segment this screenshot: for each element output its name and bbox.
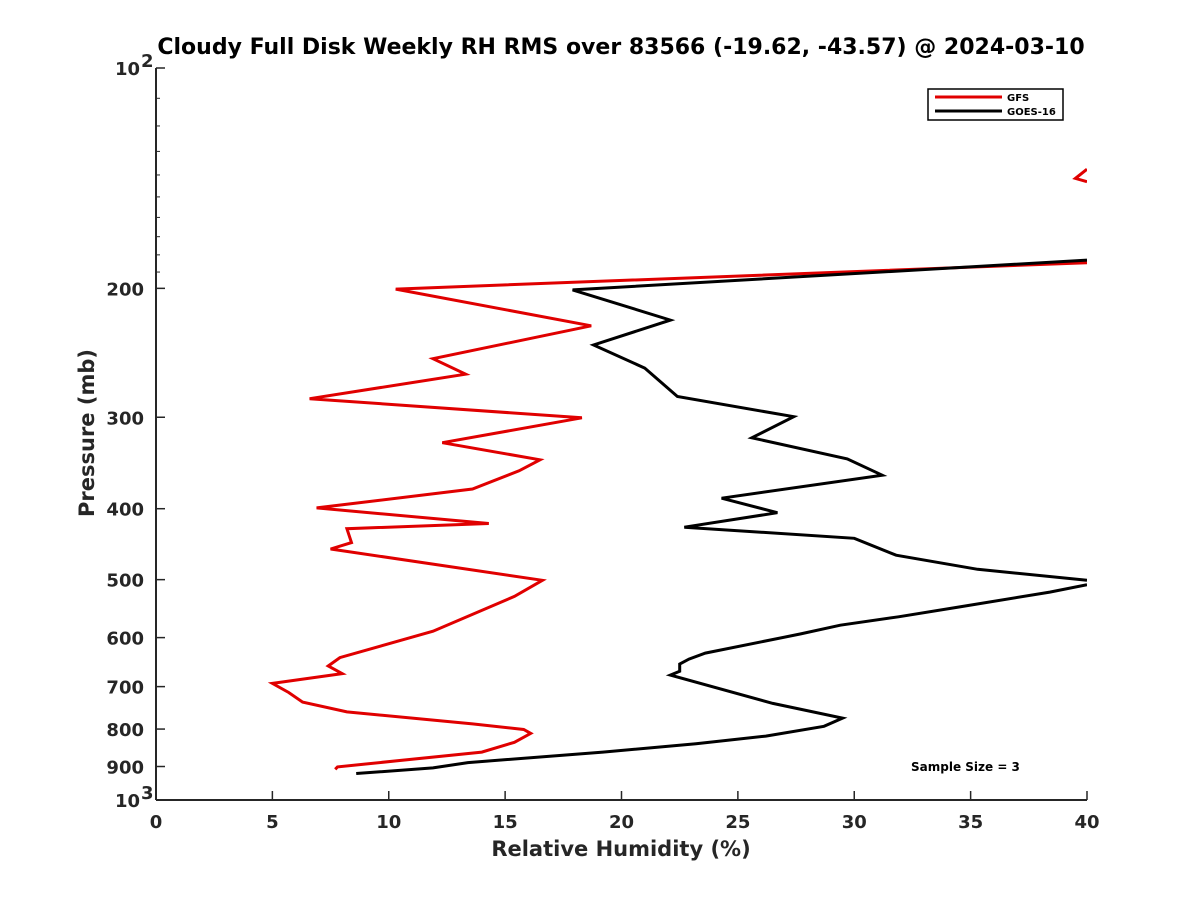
x-tick-label: 35 (958, 812, 983, 833)
sample-size-annotation: Sample Size = 3 (911, 760, 1020, 774)
x-axis-label: Relative Humidity (%) (491, 837, 750, 861)
y-tick-exponent: 3 (141, 783, 154, 804)
legend-box (927, 88, 1064, 121)
x-tick-label: 10 (376, 812, 401, 833)
y-tick-label: 10 (115, 59, 140, 80)
x-tick-label: 40 (1074, 812, 1099, 833)
series-line-gfs-2 (267, 261, 1087, 771)
x-tick-label: 30 (842, 812, 867, 833)
legend-label-goes-16: GOES-16 (1007, 107, 1056, 118)
legend-label-gfs: GFS (1007, 93, 1029, 104)
y-tick-label: 400 (106, 500, 144, 521)
y-tick-label: 800 (106, 720, 144, 741)
series-line-goes-16-2 (356, 583, 1087, 775)
y-tick-label: 300 (106, 408, 144, 429)
y-tick-label: 900 (106, 758, 144, 779)
x-tick-label: 15 (493, 812, 518, 833)
y-tick-label: 700 (106, 678, 144, 699)
series-line-goes-16-1 (572, 258, 1087, 582)
x-tick-label: 5 (266, 812, 279, 833)
plot-area (267, 168, 1087, 775)
series-line-gfs-1 (1072, 168, 1087, 184)
x-tick-label: 25 (725, 812, 750, 833)
y-tick-label: 600 (106, 629, 144, 650)
chart-title: Cloudy Full Disk Weekly RH RMS over 8356… (157, 35, 1084, 60)
y-axis-label: Pressure (mb) (75, 349, 99, 517)
y-tick-label: 200 (106, 279, 144, 300)
y-tick-label: 10 (115, 791, 140, 812)
x-tick-label: 20 (609, 812, 634, 833)
x-tick-label: 0 (150, 812, 163, 833)
legend: GFS GOES-16 (927, 88, 1064, 121)
y-tick-exponent: 2 (141, 51, 154, 72)
y-tick-label: 500 (106, 571, 144, 592)
